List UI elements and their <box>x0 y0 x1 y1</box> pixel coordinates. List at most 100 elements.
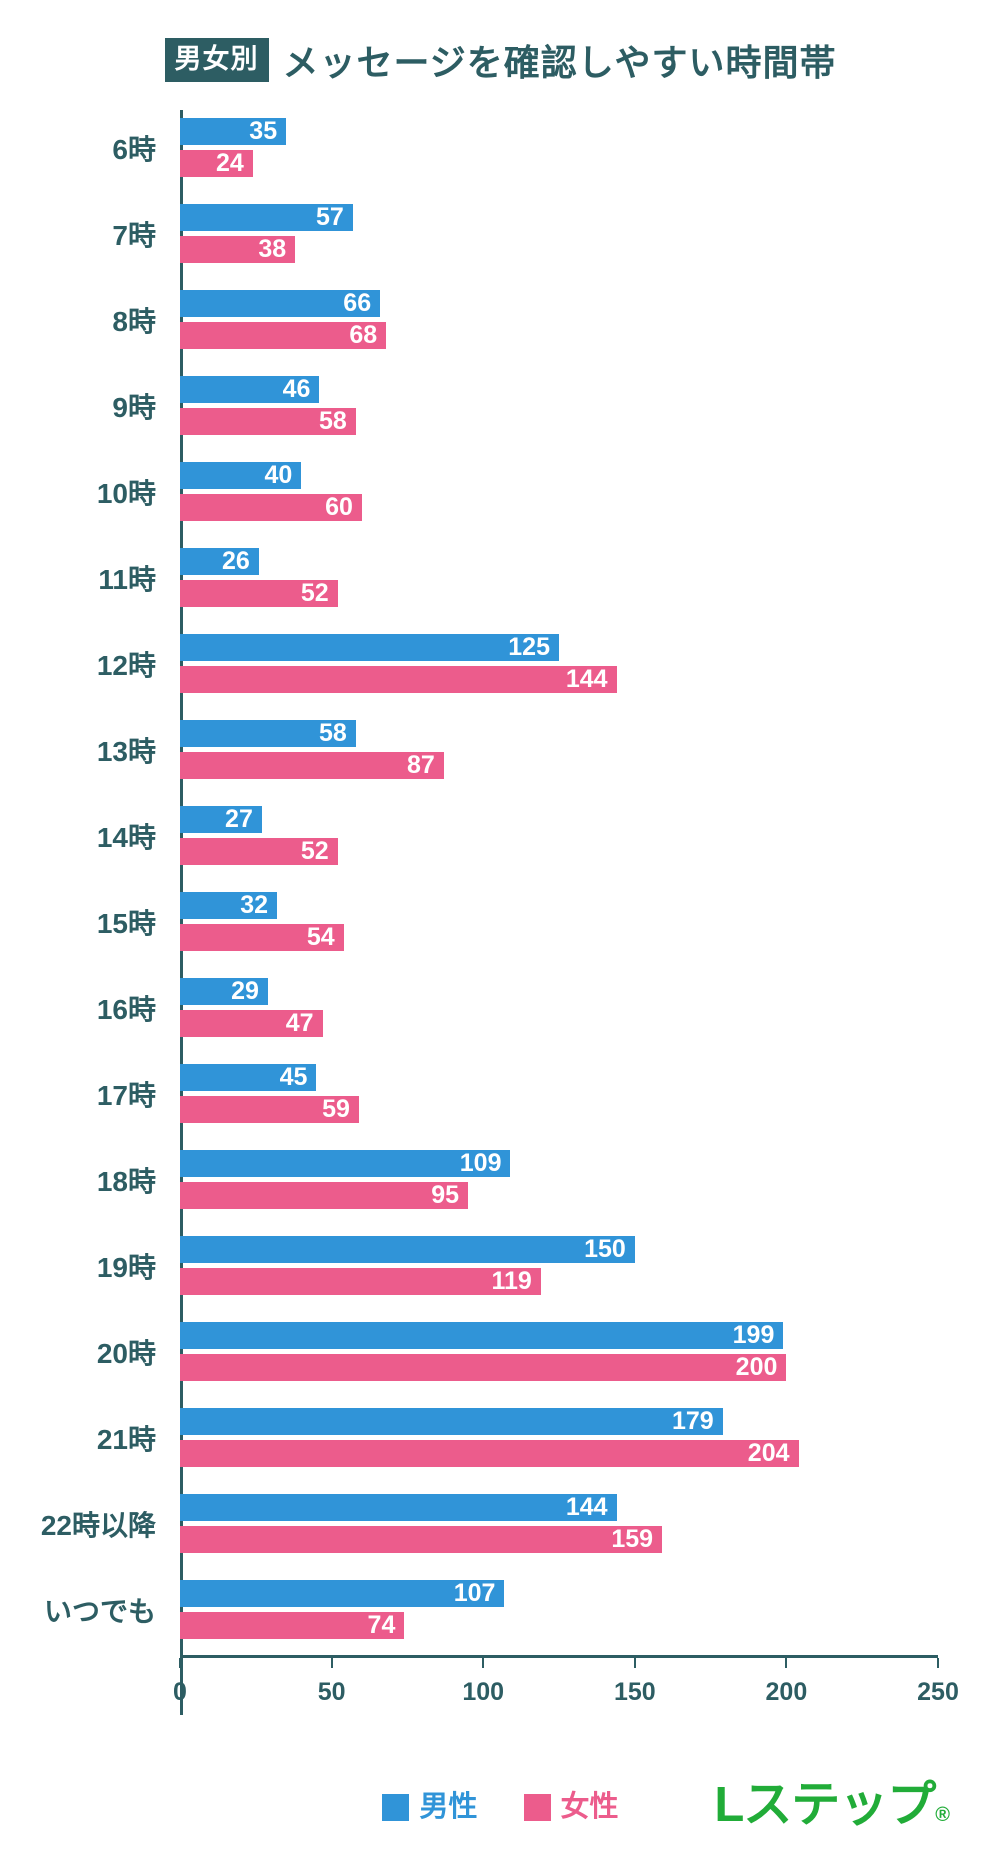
chart-row: 16時 29 47 <box>97 978 938 1037</box>
male-bar-17時: 45 <box>180 1063 317 1091</box>
x-axis-tick <box>633 1658 636 1668</box>
chart-row: 19時 150 119 <box>97 1236 938 1295</box>
female-bar-7時: 38 <box>180 235 296 263</box>
chart-row: 7時 57 38 <box>112 203 938 263</box>
female-bar-12時: 144 <box>180 666 617 693</box>
chart-row: 9時 46 58 <box>112 376 938 435</box>
legend-label: 女性 <box>560 1791 619 1823</box>
category-label: 7時 <box>112 219 156 251</box>
bar-value-label: 159 <box>611 1525 654 1553</box>
category-label: 6時 <box>112 133 156 165</box>
bar-value-label: 40 <box>264 461 293 489</box>
chart-row: 8時 66 68 <box>112 289 938 349</box>
x-axis-tick <box>482 1658 485 1668</box>
female-bar-13時: 87 <box>180 752 444 779</box>
chart-rows: 6時 35 24 7時 57 38 8時 66 68 9時 46 58 10時 40 60 11時 26 52 12… <box>41 114 938 1655</box>
bar-value-label: 32 <box>240 891 269 919</box>
male-bar-13時: 58 <box>180 720 356 747</box>
female-bar-22時以降: 159 <box>180 1525 663 1553</box>
bar-value-label: 47 <box>285 1009 314 1037</box>
bar-value-label: 24 <box>215 149 244 177</box>
x-axis-tick-label: 50 <box>317 1678 346 1706</box>
category-label: 14時 <box>96 821 156 853</box>
bar-value-label: 58 <box>319 719 347 747</box>
bar-chart: 6時 35 24 7時 57 38 8時 66 68 9時 46 58 10時 40 60 11時 26 52 12… <box>0 110 1001 1715</box>
female-bar-21時: 204 <box>180 1440 799 1467</box>
female-bar-18時: 95 <box>180 1181 469 1209</box>
male-bar-9時: 46 <box>180 376 320 403</box>
bar-value-label: 150 <box>584 1235 626 1263</box>
bar-value-label: 68 <box>349 321 378 349</box>
chart-row: 17時 45 59 <box>97 1063 938 1123</box>
male-bar-19時: 150 <box>180 1236 635 1263</box>
bar-value-label: 29 <box>231 977 259 1005</box>
female-bar-15時: 54 <box>180 924 344 951</box>
bar-value-label: 107 <box>453 1579 496 1607</box>
lstep-logo: Lステップ® <box>714 1765 950 1836</box>
female-bar-10時: 60 <box>180 494 362 521</box>
x-axis-tick-label: 150 <box>613 1678 656 1706</box>
female-bar-6時: 24 <box>180 150 253 177</box>
chart-row: 15時 32 54 <box>97 891 938 951</box>
legend-swatch <box>382 1794 410 1821</box>
male-bar-20時: 199 <box>180 1322 784 1349</box>
bar-value-label: 58 <box>319 407 347 435</box>
male-bar-16時: 29 <box>180 978 268 1005</box>
female-bar-9時: 58 <box>180 408 356 435</box>
x-axis-tick <box>785 1658 788 1668</box>
female-bar-16時: 47 <box>180 1010 323 1037</box>
chart-row: 11時 26 52 <box>98 548 938 607</box>
infographic: 男女別 メッセージを確認しやすい時間帯 6時 35 24 7時 57 38 8時 66 68 9時… <box>0 38 1001 1832</box>
female-bar-14時: 52 <box>180 838 338 865</box>
x-axis: 0 50 100 150 200 250 <box>173 1655 959 1715</box>
legend-swatch <box>523 1794 551 1821</box>
bar-value-label: 204 <box>747 1439 790 1467</box>
male-bar-11時: 26 <box>180 548 259 575</box>
bar-value-label: 144 <box>565 1493 608 1521</box>
female-bar-17時: 59 <box>180 1096 359 1123</box>
female-bar-いつでも: 74 <box>180 1611 405 1639</box>
bar-value-label: 95 <box>431 1181 460 1209</box>
category-label: 8時 <box>112 305 156 337</box>
category-label: 22時以降 <box>40 1509 156 1541</box>
bar-value-label: 38 <box>258 235 287 263</box>
legend-item-女性: 女性 <box>523 1791 619 1823</box>
category-label: 18時 <box>96 1165 156 1197</box>
category-label: 21時 <box>96 1423 156 1455</box>
bar-value-label: 60 <box>325 493 353 521</box>
x-axis-tick <box>330 1658 333 1668</box>
legend: 男性 女性 <box>0 1793 1001 1822</box>
bar-value-label: 54 <box>306 923 335 951</box>
male-bar-22時以降: 144 <box>180 1494 617 1521</box>
bar-value-label: 119 <box>491 1267 532 1295</box>
chart-row: 12時 125 144 <box>97 633 938 693</box>
legend-item-男性: 男性 <box>382 1791 478 1823</box>
logo-text: Lステップ <box>714 1778 936 1832</box>
bar-value-label: 26 <box>222 547 250 575</box>
female-bar-11時: 52 <box>180 580 338 607</box>
male-bar-14時: 27 <box>180 806 262 833</box>
bar-value-label: 179 <box>672 1407 714 1435</box>
registered-mark: ® <box>935 1804 950 1826</box>
category-label: 13時 <box>96 735 156 767</box>
category-label: 9時 <box>112 391 156 423</box>
legend-label: 男性 <box>419 1791 478 1823</box>
bar-value-label: 57 <box>316 203 344 231</box>
male-bar-10時: 40 <box>180 461 302 489</box>
bar-value-label: 144 <box>565 665 608 693</box>
male-bar-15時: 32 <box>180 891 278 919</box>
chart-row: 10時 40 60 <box>97 461 938 521</box>
chart-row: 20時 199 200 <box>97 1322 938 1381</box>
chart-row: 22時以降 144 159 <box>41 1494 938 1553</box>
bar-value-label: 45 <box>279 1063 308 1091</box>
x-axis-tick-label: 0 <box>173 1678 187 1706</box>
bar-value-label: 66 <box>343 289 372 317</box>
bar-value-label: 59 <box>322 1095 350 1123</box>
bar-value-label: 74 <box>367 1611 396 1639</box>
x-axis-tick-label: 100 <box>462 1678 505 1706</box>
chart-row: 18時 109 95 <box>97 1150 938 1209</box>
chart-title: メッセージを確認しやすい時間帯 <box>282 42 837 83</box>
bar-value-label: 125 <box>508 633 550 661</box>
female-bar-19時: 119 <box>180 1268 541 1295</box>
category-label: 12時 <box>96 649 156 681</box>
